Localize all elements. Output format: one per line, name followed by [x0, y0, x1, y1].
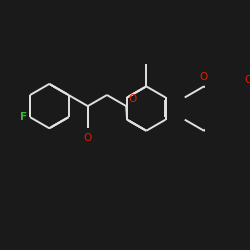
Text: O: O	[129, 94, 137, 104]
Text: O: O	[245, 75, 250, 85]
Text: F: F	[20, 112, 27, 122]
Text: O: O	[84, 133, 92, 143]
Text: O: O	[200, 72, 208, 82]
